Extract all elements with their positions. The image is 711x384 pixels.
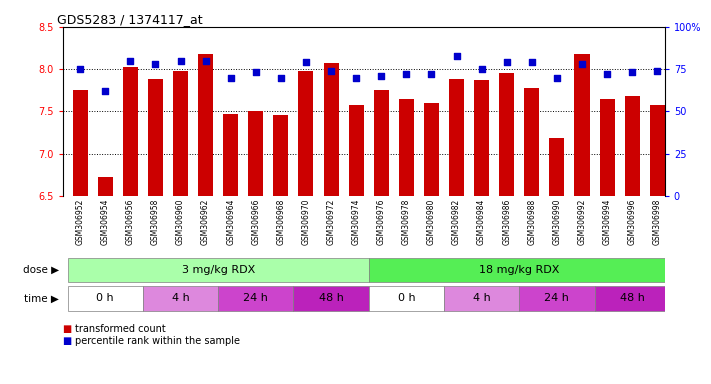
Bar — [273, 115, 289, 196]
Bar — [424, 103, 439, 196]
Point — [577, 61, 588, 67]
Point — [476, 66, 487, 72]
Point — [150, 61, 161, 67]
Text: GSM306966: GSM306966 — [251, 199, 260, 245]
Text: GSM306960: GSM306960 — [176, 199, 185, 245]
Point — [250, 70, 262, 76]
Bar — [198, 54, 213, 196]
Bar — [348, 104, 364, 196]
Bar — [218, 286, 294, 311]
Bar — [625, 96, 640, 196]
Text: GSM306972: GSM306972 — [326, 199, 336, 245]
Bar — [299, 71, 314, 196]
Text: GSM306974: GSM306974 — [352, 199, 360, 245]
Bar — [650, 104, 665, 196]
Text: 3 mg/kg RDX: 3 mg/kg RDX — [181, 265, 255, 275]
Text: GSM306984: GSM306984 — [477, 199, 486, 245]
Text: ■: ■ — [63, 324, 72, 334]
Text: time ▶: time ▶ — [24, 293, 59, 303]
Point — [200, 58, 211, 64]
Bar — [324, 63, 338, 196]
Text: 4 h: 4 h — [171, 293, 189, 303]
Text: GDS5283 / 1374117_at: GDS5283 / 1374117_at — [57, 13, 202, 26]
Bar — [524, 88, 540, 196]
Text: GSM306958: GSM306958 — [151, 199, 160, 245]
Point — [651, 68, 663, 74]
Text: 0 h: 0 h — [97, 293, 114, 303]
Bar — [97, 177, 113, 196]
Text: GSM306976: GSM306976 — [377, 199, 386, 245]
Bar — [594, 286, 670, 311]
Bar — [173, 71, 188, 196]
Bar — [374, 90, 389, 196]
Bar — [73, 90, 87, 196]
Text: GSM306988: GSM306988 — [528, 199, 536, 245]
Bar — [223, 114, 238, 196]
Point — [426, 71, 437, 77]
Point — [275, 74, 287, 81]
Bar — [369, 258, 670, 282]
Text: GSM306954: GSM306954 — [101, 199, 109, 245]
Bar — [550, 138, 565, 196]
Text: GSM306986: GSM306986 — [502, 199, 511, 245]
Bar — [248, 111, 263, 196]
Point — [400, 71, 412, 77]
Text: GSM306990: GSM306990 — [552, 199, 562, 245]
Point — [351, 74, 362, 81]
Bar — [449, 79, 464, 196]
Bar — [499, 73, 514, 196]
Point — [526, 59, 538, 65]
Text: transformed count: transformed count — [75, 324, 166, 334]
Text: 24 h: 24 h — [545, 293, 570, 303]
Text: 18 mg/kg RDX: 18 mg/kg RDX — [479, 265, 560, 275]
Bar — [143, 286, 218, 311]
Point — [124, 58, 136, 64]
Text: dose ▶: dose ▶ — [23, 265, 59, 275]
Bar — [68, 258, 369, 282]
Text: GSM306998: GSM306998 — [653, 199, 662, 245]
Text: percentile rank within the sample: percentile rank within the sample — [75, 336, 240, 346]
Text: GSM306968: GSM306968 — [277, 199, 285, 245]
Text: GSM306970: GSM306970 — [301, 199, 311, 245]
Bar — [294, 286, 369, 311]
Point — [225, 74, 236, 81]
Text: GSM306992: GSM306992 — [577, 199, 587, 245]
Bar — [369, 286, 444, 311]
Point — [626, 70, 638, 76]
Point — [501, 59, 513, 65]
Text: 4 h: 4 h — [473, 293, 491, 303]
Point — [300, 59, 311, 65]
Bar — [444, 286, 519, 311]
Text: GSM306980: GSM306980 — [427, 199, 436, 245]
Text: 48 h: 48 h — [620, 293, 645, 303]
Text: GSM306978: GSM306978 — [402, 199, 411, 245]
Bar — [68, 286, 143, 311]
Text: GSM306996: GSM306996 — [628, 199, 636, 245]
Text: 48 h: 48 h — [319, 293, 343, 303]
Text: GSM306964: GSM306964 — [226, 199, 235, 245]
Point — [100, 88, 111, 94]
Bar — [399, 99, 414, 196]
Bar — [148, 79, 163, 196]
Text: GSM306982: GSM306982 — [452, 199, 461, 245]
Bar — [474, 80, 489, 196]
Bar — [123, 68, 138, 196]
Text: GSM306952: GSM306952 — [75, 199, 85, 245]
Bar — [599, 99, 614, 196]
Bar — [574, 54, 589, 196]
Text: 0 h: 0 h — [397, 293, 415, 303]
Point — [451, 53, 462, 59]
Point — [602, 71, 613, 77]
Text: 24 h: 24 h — [243, 293, 268, 303]
Point — [375, 73, 387, 79]
Text: ■: ■ — [63, 336, 72, 346]
Text: GSM306994: GSM306994 — [603, 199, 611, 245]
Text: GSM306962: GSM306962 — [201, 199, 210, 245]
Bar — [519, 286, 594, 311]
Point — [551, 74, 562, 81]
Point — [175, 58, 186, 64]
Point — [75, 66, 86, 72]
Text: GSM306956: GSM306956 — [126, 199, 135, 245]
Point — [326, 68, 337, 74]
